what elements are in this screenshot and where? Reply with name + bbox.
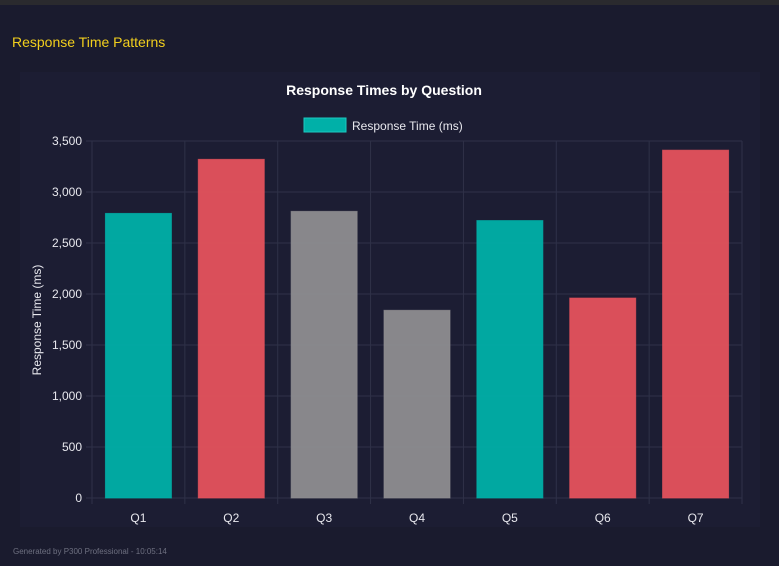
x-tick-label: Q1: [130, 511, 146, 525]
y-tick-label: 1,000: [52, 389, 82, 403]
y-tick-label: 0: [75, 491, 82, 505]
bar-q2[interactable]: [197, 158, 265, 499]
y-tick-label: 3,500: [52, 134, 82, 148]
y-tick-label: 3,000: [52, 185, 82, 199]
x-tick-label: Q2: [223, 511, 239, 525]
y-tick-label: 500: [62, 440, 82, 454]
bar-q7[interactable]: [662, 149, 730, 499]
x-tick-label: Q7: [688, 511, 704, 525]
footer-text: Generated by P300 Professional - 10:05:1…: [13, 547, 167, 556]
x-tick-label: Q5: [502, 511, 518, 525]
bar-q3[interactable]: [290, 210, 358, 499]
y-tick-label: 1,500: [52, 338, 82, 352]
bar-q5[interactable]: [476, 220, 544, 499]
x-tick-label: Q3: [316, 511, 332, 525]
y-tick-label: 2,000: [52, 287, 82, 301]
y-axis-label: Response Time (ms): [30, 265, 44, 376]
y-tick-label: 2,500: [52, 236, 82, 250]
chart-title: Response Times by Question: [286, 82, 482, 98]
x-tick-label: Q6: [595, 511, 611, 525]
legend-label[interactable]: Response Time (ms): [352, 119, 463, 133]
bar-q1[interactable]: [104, 212, 172, 499]
section-title: Response Time Patterns: [12, 34, 166, 50]
x-tick-label: Q4: [409, 511, 425, 525]
top-bar: [0, 0, 779, 5]
legend-swatch: [303, 117, 347, 133]
bar-q4[interactable]: [383, 309, 451, 499]
bar-q6[interactable]: [569, 297, 637, 499]
